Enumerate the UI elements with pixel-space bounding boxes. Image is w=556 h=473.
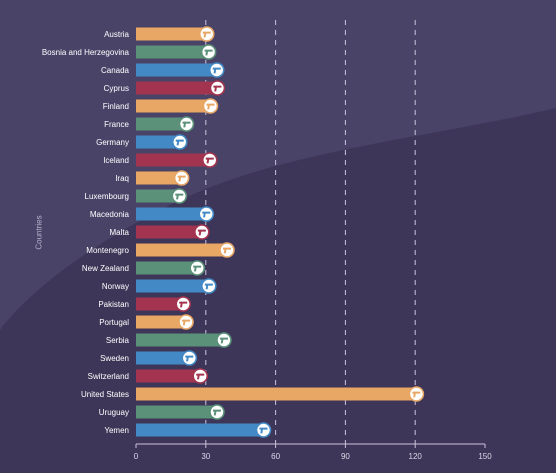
bar bbox=[136, 117, 187, 131]
gun-icon bbox=[201, 152, 218, 168]
gun-icon bbox=[198, 26, 215, 42]
gun-icon bbox=[209, 404, 225, 420]
category-label: Uruguay bbox=[99, 408, 129, 417]
gun-icon bbox=[171, 188, 188, 204]
bar bbox=[136, 189, 180, 203]
gun-icon bbox=[181, 350, 198, 366]
gun-icon bbox=[175, 296, 192, 312]
bar bbox=[136, 243, 227, 257]
bar bbox=[136, 369, 201, 383]
category-label: Sweden bbox=[100, 354, 129, 363]
gun-icon bbox=[198, 206, 215, 222]
x-tick-label: 30 bbox=[201, 452, 210, 461]
bar bbox=[136, 351, 190, 365]
category-label: Portugal bbox=[99, 318, 129, 327]
gun-icon bbox=[194, 224, 210, 240]
bar bbox=[136, 333, 224, 347]
category-label: Iraq bbox=[115, 174, 129, 183]
gun-icon bbox=[216, 332, 232, 348]
x-tick-label: 90 bbox=[341, 452, 350, 461]
gun-icon bbox=[200, 44, 217, 60]
category-label: Macedonia bbox=[90, 210, 130, 219]
bar bbox=[136, 261, 198, 275]
gun-icon bbox=[209, 80, 226, 96]
bar bbox=[136, 171, 182, 185]
category-label: Norway bbox=[102, 282, 129, 291]
bar bbox=[136, 279, 209, 293]
gun-icon bbox=[173, 170, 190, 186]
category-label: Iceland bbox=[103, 156, 129, 165]
gun-icon bbox=[408, 386, 425, 402]
bar bbox=[136, 405, 217, 419]
bar bbox=[136, 63, 217, 77]
gun-icon bbox=[178, 116, 195, 132]
bar bbox=[136, 81, 218, 95]
category-label: Finland bbox=[103, 102, 129, 111]
category-label: Cyprus bbox=[104, 84, 129, 93]
gun-icon bbox=[171, 134, 188, 150]
category-label: France bbox=[104, 120, 129, 129]
gun-icon bbox=[178, 314, 194, 330]
x-tick-label: 120 bbox=[409, 452, 423, 461]
bar bbox=[136, 387, 417, 401]
gun-icon bbox=[189, 260, 205, 276]
category-label: Serbia bbox=[106, 336, 130, 345]
category-label: United States bbox=[81, 390, 129, 399]
gun-icon bbox=[201, 278, 217, 294]
gun-icon bbox=[202, 98, 219, 114]
bar bbox=[136, 423, 264, 437]
gun-icon bbox=[219, 242, 235, 258]
x-tick-label: 60 bbox=[271, 452, 280, 461]
category-label: Canada bbox=[101, 66, 130, 75]
gun-icon bbox=[208, 62, 225, 78]
gun-icon bbox=[192, 368, 209, 384]
category-label: Switzerland bbox=[88, 372, 129, 381]
category-label: Pakistan bbox=[98, 300, 129, 309]
gun-icon bbox=[255, 422, 272, 438]
x-tick-label: 0 bbox=[134, 452, 139, 461]
category-label: Malta bbox=[109, 228, 129, 237]
bar bbox=[136, 99, 211, 113]
category-label: Germany bbox=[96, 138, 129, 147]
category-label: Bosnia and Herzegovina bbox=[42, 48, 130, 57]
x-tick-label: 150 bbox=[478, 452, 492, 461]
category-label: Austria bbox=[104, 30, 129, 39]
bar bbox=[136, 297, 184, 311]
bar bbox=[136, 207, 207, 221]
category-label: Yemen bbox=[104, 426, 129, 435]
category-label: New Zealand bbox=[82, 264, 129, 273]
bar bbox=[136, 225, 202, 239]
bar bbox=[136, 153, 210, 167]
category-label: Luxembourg bbox=[85, 192, 129, 201]
bar bbox=[136, 45, 209, 59]
bar bbox=[136, 135, 180, 149]
category-label: Montenegro bbox=[86, 246, 129, 255]
bar bbox=[136, 315, 187, 329]
y-axis-label: Countries bbox=[34, 215, 44, 250]
bar bbox=[136, 27, 207, 41]
